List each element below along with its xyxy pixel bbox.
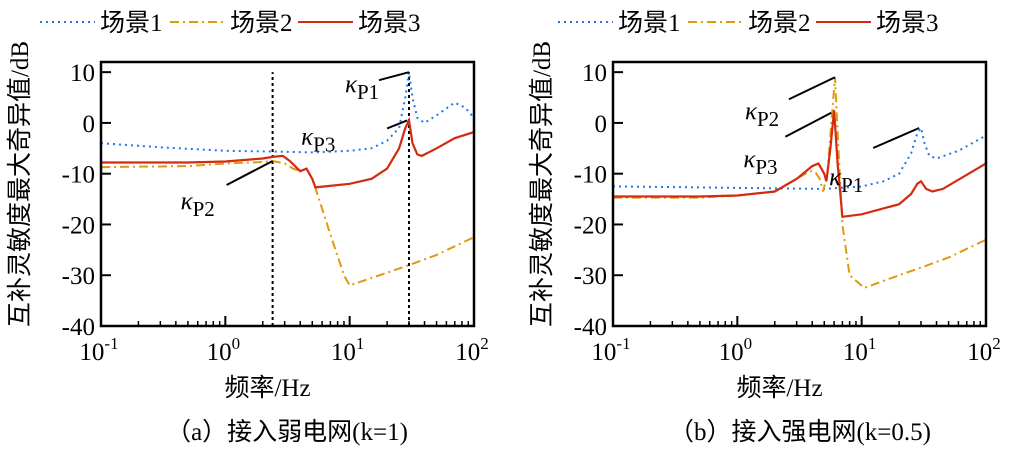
y-axis-label: 互补灵敏度最大奇异值/dB — [528, 41, 556, 327]
x-tick-label: 102 — [455, 334, 489, 366]
x-tick-exponent: 2 — [480, 334, 489, 353]
annotation-label: κP3 — [301, 123, 335, 156]
annotation-leader — [386, 119, 408, 130]
annotation-label: κP1 — [345, 71, 379, 104]
x-tick-base: 10 — [967, 339, 992, 366]
annotation-subscript: P1 — [841, 173, 863, 197]
annotation-symbol: κ — [745, 98, 758, 125]
annotation-symbol: κ — [743, 146, 756, 173]
series-line-scene2 — [613, 77, 986, 290]
annotation-symbol: κ — [301, 123, 314, 150]
annotation-label: κP3 — [743, 146, 777, 179]
y-tick-label: 10 — [582, 60, 607, 87]
annotation-symbol: κ — [181, 188, 194, 215]
y-tick-label: -30 — [574, 263, 607, 290]
subplot-caption: （a）接入弱电网(k=1) — [166, 418, 408, 446]
annotation-label: κP1 — [829, 164, 863, 197]
annotation-subscript: P1 — [357, 80, 379, 104]
x-axis-label: 频率/Hz — [736, 374, 822, 402]
legend-entry: 场景1 — [558, 10, 681, 37]
x-tick-base: 10 — [331, 339, 356, 366]
x-tick-label: 10-1 — [79, 334, 118, 366]
y-tick-label: -20 — [574, 212, 607, 239]
annotation-label: κP2 — [181, 188, 215, 221]
annotation-subscript: P3 — [755, 155, 777, 179]
annotation-symbol: κ — [829, 164, 842, 191]
series-line-scene2 — [101, 159, 474, 287]
x-tick-exponent: 1 — [868, 334, 877, 353]
legend-label: 场景3 — [876, 10, 939, 37]
y-tick-label: -40 — [574, 314, 607, 341]
x-tick-base: 10 — [591, 339, 616, 366]
x-tick-exponent: 1 — [356, 334, 365, 353]
plot-frame — [611, 60, 988, 328]
legend-entry: 场景2 — [170, 10, 293, 37]
annotation-label: κP2 — [745, 98, 779, 131]
legend-entry: 场景2 — [688, 10, 811, 37]
legend-label: 场景2 — [230, 10, 293, 37]
legend-entry: 场景1 — [40, 10, 163, 37]
legend-label: 场景1 — [618, 10, 681, 37]
annotation-leader — [784, 111, 832, 138]
x-tick-exponent: -1 — [616, 334, 630, 353]
series-line-scene3 — [613, 110, 986, 219]
x-tick-base: 10 — [79, 339, 104, 366]
annotation-leader — [378, 71, 410, 82]
annotation-subscript: P2 — [757, 107, 779, 131]
annotation-leader — [226, 160, 274, 186]
x-tick-label: 101 — [843, 334, 877, 366]
x-tick-exponent: 2 — [992, 334, 1001, 353]
x-tick-label: 100 — [207, 334, 241, 366]
x-tick-label: 102 — [967, 334, 1001, 366]
annotation-leader — [788, 76, 836, 101]
y-tick-label: 10 — [70, 60, 95, 87]
y-tick-label: -10 — [62, 162, 95, 189]
x-tick-exponent: 0 — [744, 334, 753, 353]
annotation-subscript: P2 — [193, 197, 215, 221]
x-axis-label: 频率/Hz — [224, 374, 310, 402]
legend-label: 场景2 — [748, 10, 811, 37]
series-line-scene1 — [613, 125, 986, 190]
x-tick-base: 10 — [455, 339, 480, 366]
y-tick-label: -10 — [574, 162, 607, 189]
x-tick-exponent: -1 — [104, 334, 118, 353]
annotation-symbol: κ — [345, 71, 358, 98]
subplot-caption: （b）接入强电网(k=0.5) — [669, 418, 931, 446]
y-tick-label: 0 — [83, 111, 96, 138]
x-tick-base: 10 — [843, 339, 868, 366]
x-tick-base: 10 — [207, 339, 232, 366]
series-line-scene1 — [101, 72, 474, 154]
series-line-scene3 — [101, 116, 474, 189]
y-axis-label: 互补灵敏度最大奇异值/dB — [6, 41, 34, 327]
x-tick-label: 10-1 — [591, 334, 630, 366]
legend-entry: 场景3 — [816, 10, 939, 37]
plot-frame — [99, 60, 476, 328]
legend-label: 场景1 — [100, 10, 163, 37]
y-tick-label: -40 — [62, 314, 95, 341]
x-tick-base: 10 — [719, 339, 744, 366]
x-tick-exponent: 0 — [232, 334, 241, 353]
y-tick-label: -30 — [62, 263, 95, 290]
legend-label: 场景3 — [358, 10, 421, 37]
annotation-subscript: P3 — [313, 132, 335, 156]
legend-entry: 场景3 — [298, 10, 421, 37]
y-tick-label: -20 — [62, 212, 95, 239]
x-tick-label: 101 — [331, 334, 365, 366]
x-tick-label: 100 — [719, 334, 753, 366]
y-tick-label: 0 — [595, 111, 608, 138]
annotation-leader — [872, 127, 920, 149]
